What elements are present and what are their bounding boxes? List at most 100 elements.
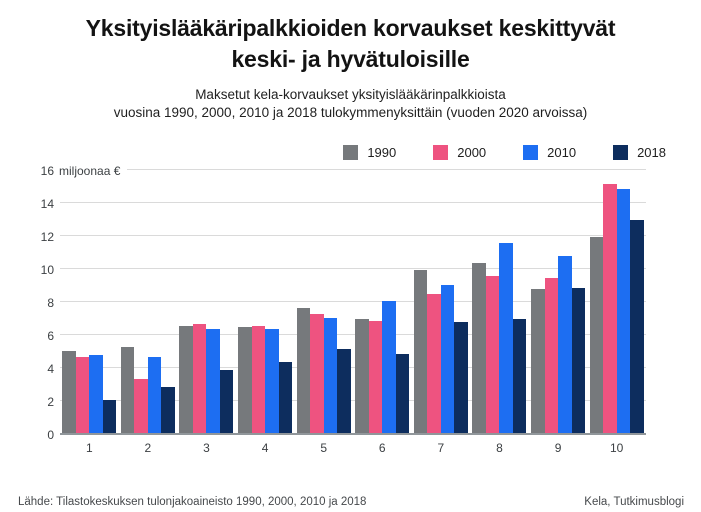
bar-1990-decile-5 — [296, 307, 311, 433]
gridline-4 — [60, 367, 646, 368]
legend-swatch-1990 — [343, 144, 359, 160]
plot-column: 1 2 3 4 5 6 7 8 9 10 — [60, 169, 646, 455]
chart-title: Yksityislääkäripalkkioiden korvaukset ke… — [0, 13, 701, 75]
credit-note: Kela, Tutkimusblogi — [584, 496, 684, 508]
bar-1990-decile-4 — [238, 327, 252, 433]
y-axis-unit-label: miljoonaa € — [54, 165, 128, 177]
y-tick-value-10: 10 — [40, 263, 54, 277]
bar-2018-decile-10 — [630, 220, 644, 433]
legend-item-2018: 2018 — [613, 144, 666, 160]
y-tick-value-14: 14 — [40, 197, 54, 211]
bar-group-decile-5 — [294, 171, 353, 433]
y-tick-label-2: 2 — [47, 396, 54, 408]
bar-2000-decile-1 — [75, 357, 90, 433]
y-tick-label-12: 12 — [41, 231, 54, 243]
bar-2018-decile-7 — [454, 322, 468, 433]
bar-group-decile-10 — [587, 171, 646, 433]
x-tick-label-2: 2 — [144, 441, 152, 455]
chart-subtitle-line2: vuosina 1990, 2000, 2010 ja 2018 tulokym… — [113, 105, 588, 120]
bar-1990-decile-7 — [413, 269, 428, 433]
y-tick-value-16: 16 — [40, 164, 54, 178]
bar-2000-decile-3 — [192, 324, 207, 433]
y-tick-value-2: 2 — [47, 395, 54, 409]
bar-2010-decile-10 — [616, 188, 631, 433]
bar-2000-decile-9 — [544, 277, 559, 433]
bar-1990-decile-3 — [179, 325, 193, 433]
y-tick-value-4: 4 — [47, 362, 54, 376]
gridline-2 — [60, 400, 646, 401]
bar-group-decile-6 — [353, 171, 412, 433]
gridline-10 — [60, 268, 646, 269]
gridline-14 — [60, 202, 646, 203]
y-tick-label-6: 6 — [47, 330, 54, 342]
bar-2010-decile-8 — [499, 243, 513, 433]
y-tick-label-8: 8 — [47, 297, 54, 309]
bar-group-decile-4 — [236, 171, 295, 433]
chart-title-line2: keski- ja hyvätuloisille — [231, 46, 470, 72]
x-tick-label-7: 7 — [437, 441, 445, 455]
y-tick-label-14: 14 — [41, 198, 54, 210]
bar-2018-decile-2 — [161, 386, 175, 433]
y-tick-value-8: 8 — [47, 296, 54, 310]
bar-1990-decile-10 — [589, 236, 604, 433]
bar-2010-decile-2 — [147, 357, 162, 433]
bar-1990-decile-8 — [472, 263, 486, 433]
legend-item-2000: 2000 — [433, 144, 486, 160]
footer: Lähde: Tilastokeskuksen tulonjakoaineist… — [18, 496, 684, 508]
x-tick-label-9: 9 — [554, 441, 562, 455]
x-tick-label-10: 10 — [609, 441, 624, 455]
bar-2018-decile-9 — [571, 287, 586, 433]
bar-2010-decile-9 — [558, 256, 572, 433]
bar-1990-decile-1 — [62, 350, 76, 433]
bar-2018-decile-1 — [102, 400, 117, 433]
bar-group-decile-2 — [119, 171, 178, 433]
x-tick-label-4: 4 — [261, 441, 269, 455]
bar-2000-decile-6 — [368, 320, 383, 433]
bar-1990-decile-6 — [355, 319, 369, 433]
bar-group-decile-3 — [177, 171, 236, 433]
bar-2018-decile-3 — [219, 370, 234, 433]
gridline-12 — [60, 235, 646, 236]
bar-group-decile-8 — [470, 171, 529, 433]
legend-item-2010: 2010 — [523, 144, 577, 160]
y-tick-label-10: 10 — [41, 264, 54, 276]
chart-subtitle-line1: Maksetut kela-korvaukset yksityislääkäri… — [195, 87, 506, 102]
bar-1990-decile-9 — [531, 289, 545, 433]
bar-group-decile-9 — [529, 171, 588, 433]
chart: 0 2 4 6 8 10 12 14 16 miljoonaa € 1 2 3 4 5 6 7 8 9 10 — [0, 165, 701, 455]
x-axis-labels: 1 2 3 4 5 6 7 8 9 10 — [60, 441, 646, 455]
x-tick-label-3: 3 — [203, 441, 210, 455]
y-tick-label-16: 16 miljoonaa € — [40, 164, 128, 178]
gridline-16 — [60, 169, 646, 170]
bar-2000-decile-8 — [485, 276, 500, 433]
bar-2010-decile-7 — [440, 284, 455, 433]
y-tick-value-0: 0 — [47, 428, 54, 442]
bar-2018-decile-4 — [278, 362, 293, 433]
x-tick-label-5: 5 — [320, 441, 328, 455]
legend-swatch-2010 — [523, 144, 539, 160]
bar-2010-decile-4 — [265, 329, 279, 433]
bar-2018-decile-5 — [337, 348, 351, 433]
bar-2000-decile-10 — [603, 183, 617, 433]
bar-2000-decile-5 — [310, 314, 324, 433]
legend-swatch-2000 — [433, 144, 449, 160]
x-tick-label-8: 8 — [496, 441, 503, 455]
y-axis-labels: 0 2 4 6 8 10 12 14 16 miljoonaa € — [0, 165, 128, 441]
bar-group-decile-1 — [60, 171, 119, 433]
legend-label-1990: 1990 — [367, 144, 397, 160]
chart-subtitle: Maksetut kela-korvaukset yksityislääkäri… — [0, 86, 701, 122]
x-tick-label-6: 6 — [378, 441, 386, 455]
bar-1990-decile-2 — [120, 347, 135, 433]
bar-2018-decile-6 — [395, 353, 410, 433]
legend-label-2018: 2018 — [637, 144, 666, 160]
y-tick-value-6: 6 — [47, 329, 54, 343]
bar-2000-decile-4 — [251, 325, 266, 433]
bar-group-decile-7 — [412, 171, 471, 433]
infographic: Yksityislääkäripalkkioiden korvaukset ke… — [0, 13, 701, 512]
x-tick-label-1: 1 — [85, 441, 93, 455]
bar-2010-decile-5 — [323, 317, 338, 433]
bar-2000-decile-2 — [134, 378, 148, 433]
plot-area — [60, 169, 646, 435]
legend-label-2010: 2010 — [547, 144, 577, 160]
gridline-8 — [60, 301, 646, 302]
